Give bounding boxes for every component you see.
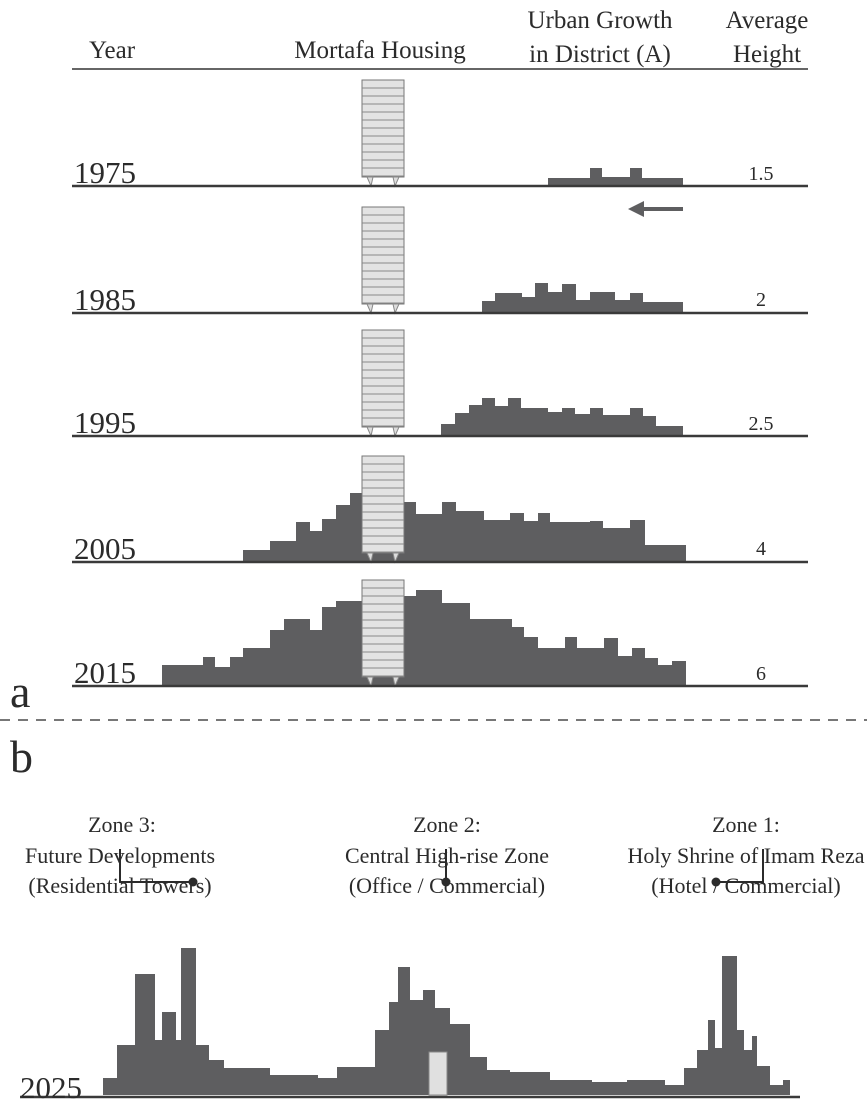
panel-label: a [10,666,30,717]
tower-leg [393,177,399,186]
header-year: Year [89,37,136,64]
average-height: 4 [756,538,766,560]
diagram: Year Mortafa Housing Urban Growth in Dis… [0,0,867,1105]
panel-label: b [10,731,33,782]
skyline [482,283,683,313]
leader-dot [442,878,451,887]
skyline [243,493,686,562]
row-year: 2005 [74,531,136,566]
zone-title: Zone 2: [413,812,481,837]
tower-leg [367,177,373,186]
tower-leg [367,427,373,436]
header-growth: in District (A) [529,41,671,68]
arrow-head [628,201,644,217]
skyline [162,590,686,686]
average-height: 2 [756,289,766,311]
zone-title: Zone 1: [712,812,780,837]
zone-line: Holy Shrine of Imam Reza [627,843,864,868]
skyline [441,398,683,436]
row-year: 1985 [74,282,136,317]
header-housing: Mortafa Housing [294,37,466,64]
zone-title: Zone 3: [88,812,156,837]
final-year: 2025 [20,1070,82,1105]
tower-leg [367,304,373,313]
row-year: 1995 [74,405,136,440]
skyline [548,168,683,186]
leader-dot [712,878,721,887]
leader-dot [189,878,198,887]
header-height: Height [733,41,801,68]
average-height: 1.5 [749,163,774,185]
average-height: 6 [756,663,766,685]
header-growth: Urban Growth [527,7,673,34]
tower-leg [393,304,399,313]
row-year: 1975 [74,155,136,190]
tower-leg [393,427,399,436]
zone-line: (Hotel / Commercial) [651,873,840,898]
mortafa-building [429,1052,447,1095]
row-year: 2015 [74,655,136,690]
header-height: Average [726,7,809,34]
average-height: 2.5 [749,413,774,435]
